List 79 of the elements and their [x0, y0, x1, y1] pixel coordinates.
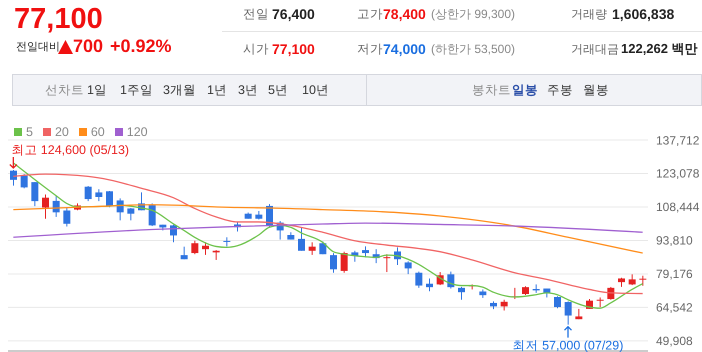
candlestick	[223, 236, 230, 247]
candlestick	[212, 250, 220, 260]
candlestick	[148, 202, 156, 227]
line-series	[12, 204, 644, 254]
text: 3년	[238, 83, 258, 98]
text: +0.92%	[110, 36, 172, 57]
text: 122,262 백만	[621, 41, 698, 56]
legend-label: 120	[126, 125, 148, 139]
text: 저가	[357, 42, 383, 57]
candlestick	[84, 186, 92, 202]
text: 1,606,838	[612, 6, 674, 22]
candlestick	[426, 278, 433, 292]
text: 77,100	[14, 3, 103, 36]
y-tick-label: 93,810	[656, 234, 694, 248]
text: 78,400	[383, 6, 426, 22]
text: 거래대금	[571, 42, 619, 56]
candlestick	[564, 300, 572, 326]
y-tick-label: 108,444	[656, 200, 700, 214]
candlestick	[52, 195, 60, 218]
text: 77,100	[272, 41, 315, 58]
candlestick	[596, 296, 604, 308]
text: 주봉	[547, 83, 573, 98]
candlestick	[20, 174, 28, 189]
legend-label: 5	[26, 125, 33, 139]
text: 거래량	[571, 7, 607, 22]
y-tick-label: 137,712	[656, 133, 700, 148]
text: 3개월	[163, 83, 196, 98]
annotation: 최저 57,000 (07/29)	[512, 338, 624, 352]
candlestick	[319, 240, 326, 255]
candlestick	[362, 246, 369, 258]
text: 5년	[268, 83, 288, 98]
text: 일봉	[512, 83, 538, 98]
text: 전일	[243, 7, 269, 22]
candlestick	[500, 299, 508, 311]
text: 고가	[357, 7, 383, 22]
text: 1일	[87, 83, 107, 98]
candlestick	[404, 260, 412, 275]
text: (하한가 53,500)	[431, 42, 516, 56]
y-tick-label: 49,908	[656, 334, 694, 348]
candlestick	[628, 274, 636, 286]
text: 1주일	[120, 83, 153, 98]
text: 봉차트	[472, 83, 511, 98]
line-series	[12, 222, 644, 238]
candlestick	[340, 251, 348, 274]
candlestick	[554, 296, 561, 309]
candlestick	[415, 271, 422, 288]
y-tick-label: 64,542	[656, 300, 694, 315]
legend-label: 60	[90, 125, 105, 139]
text: (상한가 99,300)	[431, 7, 516, 22]
candlestick	[63, 207, 70, 228]
text: 700	[73, 36, 104, 57]
text: 선차트	[45, 83, 84, 98]
candlestick	[618, 277, 625, 288]
candlestick	[42, 194, 49, 220]
candlestick	[308, 242, 316, 256]
candlestick	[191, 240, 198, 255]
annotation: 최고 124,600 (05/13)	[11, 143, 130, 158]
text: 1년	[207, 83, 227, 98]
text: 전일대비	[16, 41, 60, 54]
candlestick	[10, 170, 17, 186]
candlestick	[106, 190, 113, 208]
text: 시가	[243, 42, 269, 57]
candlestick	[298, 227, 305, 252]
text: 76,400	[272, 6, 315, 22]
candlestick	[95, 188, 102, 202]
candlestick	[180, 246, 188, 260]
text: 74,000	[383, 41, 426, 58]
text: 10년	[302, 83, 329, 98]
legend-label: 20	[54, 125, 69, 139]
y-tick-label: 79,176	[656, 267, 694, 282]
candlestick	[31, 182, 38, 207]
candlestick	[330, 252, 337, 274]
candlestick	[458, 286, 465, 300]
text: 월봉	[583, 83, 609, 98]
candlestick	[639, 275, 646, 286]
candlestick	[127, 207, 134, 221]
candlestick	[383, 254, 390, 273]
y-tick-label: 123,078	[656, 166, 700, 181]
candlestick	[202, 242, 209, 256]
